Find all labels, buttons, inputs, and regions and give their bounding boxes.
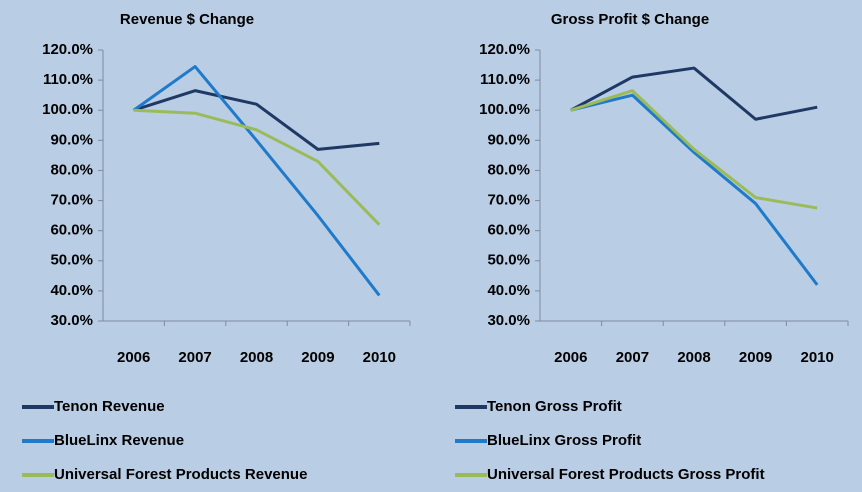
- y-tick-label: 100.0%: [42, 101, 93, 118]
- x-tick-label: 2008: [677, 349, 710, 366]
- y-tick-label: 50.0%: [487, 252, 530, 269]
- x-tick-label: 2010: [801, 349, 834, 366]
- x-tick-label: 2007: [616, 349, 649, 366]
- series-line: [133, 89, 380, 151]
- series-line: [133, 108, 381, 226]
- legend-label: BlueLinx Revenue: [54, 432, 184, 449]
- y-tick-label: 80.0%: [50, 161, 93, 178]
- y-tick-label: 70.0%: [487, 192, 530, 209]
- chart-title: Revenue $ Change: [120, 11, 254, 28]
- y-tick-label: 50.0%: [50, 252, 93, 269]
- y-tick-label: 100.0%: [479, 101, 530, 118]
- y-tick-label: 30.0%: [487, 312, 530, 329]
- series-line: [570, 93, 819, 286]
- x-tick-label: 2009: [301, 349, 334, 366]
- x-tick-label: 2006: [117, 349, 150, 366]
- y-tick-label: 70.0%: [50, 192, 93, 209]
- legend-label: Universal Forest Products Revenue: [54, 466, 307, 483]
- series-line: [132, 65, 381, 297]
- x-tick-label: 2008: [240, 349, 273, 366]
- series-line: [570, 89, 818, 210]
- chart-title: Gross Profit $ Change: [551, 11, 709, 28]
- y-tick-label: 80.0%: [487, 161, 530, 178]
- legend-label: BlueLinx Gross Profit: [487, 432, 641, 449]
- x-tick-label: 2007: [178, 349, 211, 366]
- y-tick-label: 90.0%: [50, 131, 93, 148]
- y-tick-label: 90.0%: [487, 131, 530, 148]
- x-tick-label: 2006: [554, 349, 587, 366]
- x-tick-label: 2010: [363, 349, 396, 366]
- y-tick-label: 30.0%: [50, 312, 93, 329]
- series-line: [570, 66, 818, 121]
- legend-label: Tenon Gross Profit: [487, 398, 622, 415]
- y-tick-label: 110.0%: [480, 71, 530, 88]
- y-tick-label: 120.0%: [479, 41, 530, 58]
- y-tick-label: 60.0%: [487, 222, 530, 239]
- y-tick-label: 110.0%: [43, 71, 93, 88]
- legend-label: Universal Forest Products Gross Profit: [487, 466, 765, 483]
- y-tick-label: 40.0%: [50, 282, 93, 299]
- y-tick-label: 120.0%: [42, 41, 93, 58]
- y-tick-label: 40.0%: [487, 282, 530, 299]
- y-tick-label: 60.0%: [50, 222, 93, 239]
- x-tick-label: 2009: [739, 349, 772, 366]
- legend-label: Tenon Revenue: [54, 398, 165, 415]
